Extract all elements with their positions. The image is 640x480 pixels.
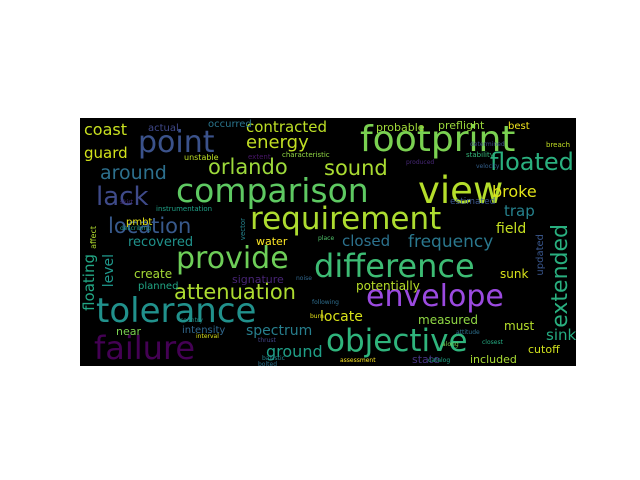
word-location: location (108, 214, 192, 238)
word-measured: measured (418, 313, 478, 327)
word-along: along (442, 341, 459, 348)
word-bolted: bolted (258, 361, 277, 367)
word-extent: extent (248, 153, 271, 161)
word-sound: sound (324, 156, 388, 180)
word-broke: broke (492, 182, 537, 201)
word-intensity: intensity (182, 325, 226, 336)
word-occurred: occurred (208, 119, 252, 130)
word-actual: actual (148, 123, 179, 134)
word-velocity: velocity (476, 163, 500, 170)
word-signature: signature (232, 273, 284, 286)
word-floating: floating (80, 254, 98, 311)
word-determined: determined (470, 141, 505, 148)
word-spectrum: spectrum (246, 323, 313, 339)
word-sunk: sunk (500, 267, 529, 281)
word-sink: sink (546, 326, 576, 344)
word-estimated: estimated (450, 197, 496, 207)
word-envelope: envelope (366, 279, 504, 314)
word-following: following (312, 299, 339, 306)
word-state: state (412, 353, 440, 366)
word-cutoff: cutoff (528, 343, 560, 356)
word-near: near (116, 325, 142, 338)
word-difference: difference (314, 247, 475, 285)
word-attenuation: attenuation (174, 280, 296, 304)
word-level: level (101, 254, 117, 288)
word-breach: breach (546, 141, 571, 149)
word-stability: stability (466, 151, 494, 159)
word-instrumentation: instrumentation (156, 205, 213, 213)
word-trap: trap (504, 202, 535, 220)
word-extended: extended (548, 224, 573, 328)
word-skirt: skirt (120, 199, 134, 206)
word-failure: failure (94, 329, 196, 366)
word-potentially: potentially (356, 279, 420, 293)
word-view: view (418, 169, 504, 212)
word-coast: coast (84, 120, 127, 139)
word-water: water (256, 235, 288, 248)
word-locate: locate (320, 309, 363, 325)
word-affect: affect (89, 226, 98, 249)
word-energy: energy (246, 132, 309, 153)
word-thrust: thrust (258, 337, 276, 344)
word-updated: updated (535, 234, 546, 276)
word-ballistic: ballistic (262, 355, 285, 362)
word-point: point (138, 125, 215, 160)
word-characteristic: characteristic (282, 151, 330, 159)
word-produced: produced (406, 159, 435, 166)
word-country: country (180, 317, 203, 324)
word-closest: closest (482, 339, 503, 346)
word-place: place (318, 235, 335, 242)
word-lack: lack (96, 182, 149, 212)
word-ground: ground (266, 342, 323, 361)
word-best: best (508, 121, 530, 132)
word-catalog: catalog (428, 357, 451, 364)
word-frequency: frequency (408, 232, 494, 252)
word-tolerance: tolerance (96, 291, 257, 331)
word-unstable: unstable (184, 153, 219, 162)
word-create: create (134, 267, 173, 281)
word-comparison: comparison (176, 171, 369, 210)
word-around: around (100, 162, 167, 184)
word-planned: planned (138, 281, 179, 292)
word-requirement: requirement (250, 201, 442, 237)
word-vector: vector (239, 218, 247, 241)
word-attitude: attitude (456, 329, 480, 336)
word-pmbt: pmbt (126, 217, 153, 228)
word-describing: describing (120, 225, 152, 232)
word-interval: interval (196, 333, 219, 340)
word-closed: closed (342, 232, 391, 250)
word-provide: provide (176, 241, 289, 276)
word-noise: noise (296, 275, 312, 282)
word-objective: objective (326, 323, 468, 359)
word-floated: floated (490, 148, 574, 176)
word-burn: burn (310, 313, 324, 320)
word-contracted: contracted (246, 118, 328, 136)
word-probable: probable (376, 121, 425, 134)
word-field: field (496, 221, 527, 237)
word-included: included (470, 353, 517, 366)
word-assessment: assessment (340, 357, 376, 364)
word-cloud: footprint comparison view requirement di… (80, 118, 576, 366)
word-orlando: orlando (208, 155, 288, 179)
word-must: must (504, 319, 535, 333)
word-footprint: footprint (360, 119, 516, 160)
word-preflight: preflight (438, 119, 485, 132)
word-guard: guard (84, 144, 128, 162)
word-recovered: recovered (128, 235, 194, 250)
